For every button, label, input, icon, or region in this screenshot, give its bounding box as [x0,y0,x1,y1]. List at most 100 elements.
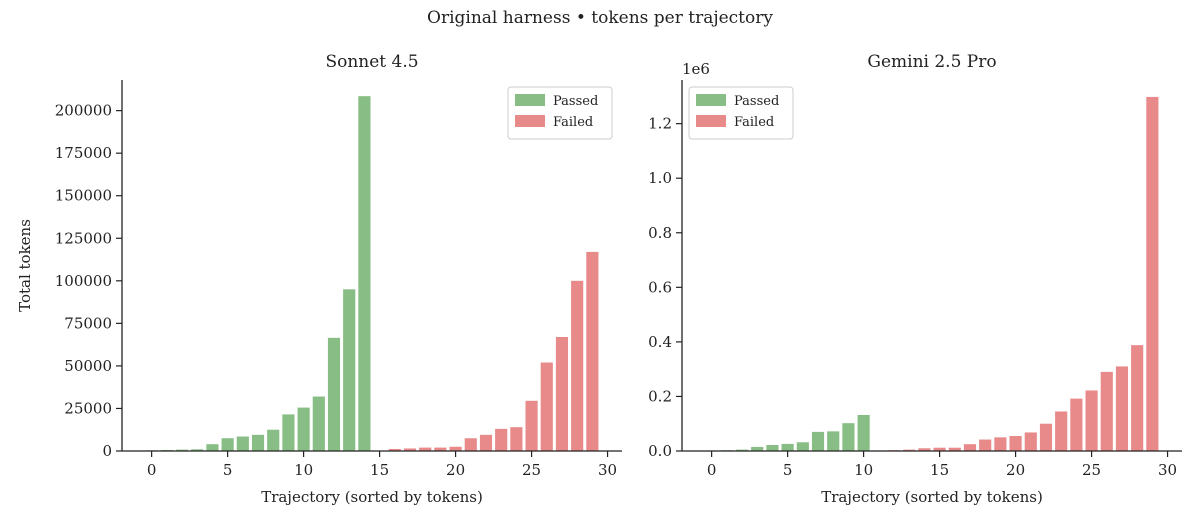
bar-passed [842,423,855,451]
bar-failed [540,362,553,451]
bar-passed [282,414,295,451]
bar-failed [419,447,432,451]
y-tick-label: 125000 [55,229,112,247]
bar-failed [948,447,961,451]
bar-failed [1131,345,1144,451]
bar-failed [963,444,977,451]
y-tick-label: 175000 [55,144,112,162]
bar-failed [979,439,992,451]
bar-failed [903,449,916,451]
y-tick-label: 0 [102,442,112,460]
legend-swatch-passed [696,94,726,106]
bar-failed [449,446,462,451]
x-tick-label: 5 [783,461,793,479]
legend-label-passed: Passed [553,94,598,109]
y-offset-text: 1e6 [682,60,710,78]
x-tick-label: 25 [522,461,541,479]
legend: Passed Failed [507,86,613,140]
panel-title: Gemini 2.5 Pro [867,52,996,72]
y-tick-label: 0.6 [648,278,672,296]
bar-passed [236,436,249,451]
bar-failed [1039,423,1053,451]
x-tick-label: 30 [1158,461,1177,479]
bar-failed [1085,390,1098,451]
x-tick-label: 25 [1082,461,1101,479]
legend-swatch-failed [696,115,726,127]
bar-failed [1100,371,1113,451]
bar-passed [751,446,764,451]
bar-failed [933,447,946,451]
bar-failed [586,251,599,451]
bar-failed [1070,398,1083,451]
y-axis-label: Total tokens [16,219,34,312]
x-tick-label: 10 [854,461,873,479]
bar-passed [857,414,870,451]
bar-failed [510,427,523,451]
bar-passed [191,449,204,451]
x-tick-label: 30 [598,461,617,479]
bar-passed [251,434,265,451]
bar-passed [735,449,749,451]
bar-passed [297,407,310,451]
bar-failed [479,434,493,451]
y-tick-label: 0.2 [648,387,672,405]
y-tick-label: 1.0 [648,169,672,187]
bar-passed [781,443,794,451]
bar-failed [1146,96,1159,451]
y-tick-label: 25000 [64,399,112,417]
bar-failed [1009,435,1022,451]
y-tick-label: 50000 [64,357,112,375]
x-tick-label: 5 [223,461,233,479]
bar-passed [267,429,280,451]
bar-failed [403,448,417,451]
legend-label-failed: Failed [553,115,593,130]
bar-passed [327,337,341,451]
x-tick-label: 10 [294,461,313,479]
bar-passed [221,438,234,451]
bar-failed [1115,366,1129,451]
legend-swatch-passed [515,94,545,106]
bar-failed [495,428,508,451]
legend-swatch-failed [515,115,545,127]
bar-failed [525,400,538,451]
bar-passed [175,449,189,451]
bar-passed [358,96,371,452]
y-tick-label: 0.4 [648,333,672,351]
bar-failed [555,336,569,451]
chart-panel-2: 0 5 10 15 20 25 30 0.0 0.2 0.4 0.6 0.8 1.0 1.2 1e6 Gemi… [648,52,1182,506]
bar-passed [206,444,219,451]
bar-failed [571,280,584,451]
x-tick-label: 15 [930,461,949,479]
x-tick-label: 0 [147,461,157,479]
legend-label-failed: Failed [734,115,774,130]
y-tick-label: 0.0 [648,442,672,460]
x-tick-label: 15 [370,461,389,479]
x-tick-label: 0 [707,461,717,479]
legend-label-passed: Passed [734,94,779,109]
bar-passed [796,442,809,451]
y-tick-label: 150000 [55,187,112,205]
x-axis-label: Trajectory (sorted by tokens) [261,488,483,506]
bar-failed [1055,411,1068,451]
bar-failed [994,437,1007,451]
x-tick-label: 20 [1006,461,1025,479]
legend: Passed Failed [688,86,794,140]
x-tick-label: 20 [446,461,465,479]
bar-passed [811,431,825,451]
bar-failed [434,447,447,451]
bar-failed [918,448,931,451]
panel-title: Sonnet 4.5 [325,52,418,72]
y-tick-label: 200000 [55,102,112,120]
chart-panel-1: 0 5 10 15 20 25 30 0 25000 50000 75000 100000 125000… [16,52,622,506]
bar-passed [766,444,779,451]
figure-suptitle: Original harness • tokens per trajectory [427,8,773,28]
y-tick-label: 1.2 [648,115,672,133]
bar-failed [464,438,477,451]
y-tick-label: 75000 [64,314,112,332]
bar-passed [343,289,356,451]
y-tick-label: 100000 [55,272,112,290]
y-tick-label: 0.8 [648,224,672,242]
bar-passed [312,396,325,451]
x-axis-label: Trajectory (sorted by tokens) [821,488,1043,506]
